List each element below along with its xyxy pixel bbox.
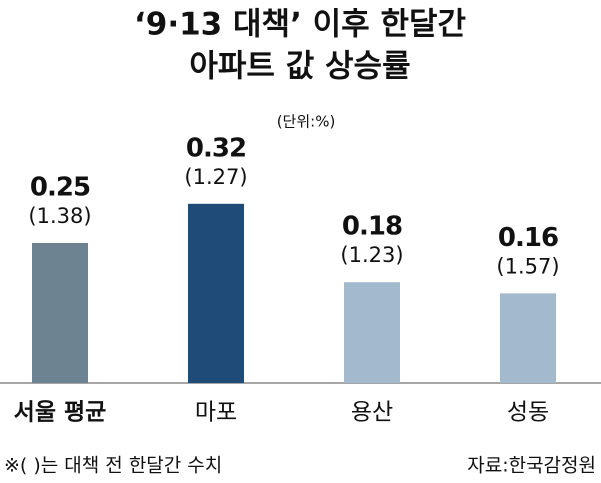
- bar: [500, 293, 556, 383]
- bar: [188, 203, 244, 383]
- unit-label: (단위:%): [277, 113, 336, 131]
- value-label: 0.25: [30, 173, 90, 203]
- source: 자료:한국감정원: [467, 455, 596, 477]
- prior-value-label: (1.38): [28, 204, 91, 228]
- chart-title: 아파트 값 상승률: [189, 49, 410, 85]
- bar: [344, 282, 400, 383]
- chart-title: ‘9·13 대책’ 이후 한달간: [134, 7, 466, 43]
- bar: [32, 243, 88, 383]
- x-tick-label: 용산: [351, 400, 393, 426]
- prior-value-label: (1.27): [184, 165, 247, 189]
- x-tick-label: 서울 평균: [14, 400, 107, 426]
- value-label: 0.32: [186, 133, 246, 163]
- x-tick-label: 마포: [195, 400, 237, 426]
- value-label: 0.16: [498, 223, 558, 253]
- x-tick-label: 성동: [507, 400, 549, 426]
- value-label: 0.18: [342, 212, 402, 242]
- prior-value-label: (1.57): [496, 254, 559, 278]
- footnote: ※( )는 대책 전 한달간 수치: [4, 455, 222, 477]
- prior-value-label: (1.23): [340, 243, 403, 267]
